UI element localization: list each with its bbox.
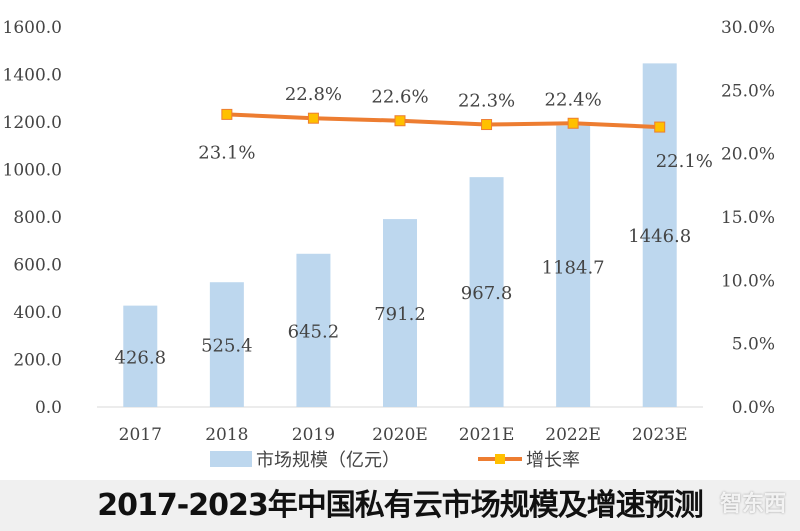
x-axis-tick: 2021E (459, 425, 515, 445)
left-axis-tick: 800.0 (13, 208, 62, 228)
legend-bar-label: 市场规模（亿元） (256, 450, 400, 471)
left-axis-tick: 200.0 (13, 351, 62, 371)
right-axis-tick: 20.0% (721, 145, 775, 165)
bar-data-label: 525.4 (201, 336, 253, 357)
bar (642, 63, 677, 407)
growth-data-label: 22.3% (458, 91, 515, 112)
bar-data-label: 1184.7 (542, 257, 605, 278)
left-axis-tick: 1000.0 (3, 161, 62, 181)
bar (556, 125, 591, 407)
x-axis-tick: 2020E (372, 425, 428, 445)
growth-marker (221, 108, 233, 120)
bar (296, 253, 331, 407)
left-axis-tick: 400.0 (13, 303, 62, 323)
bar-data-label: 967.8 (461, 283, 513, 304)
right-axis-tick: 5.0% (732, 335, 775, 355)
bar-data-label: 426.8 (115, 347, 167, 368)
left-axis-tick: 1400.0 (3, 66, 62, 86)
x-axis-tick: 2023E (632, 425, 688, 445)
left-axis-tick: 0.0 (35, 398, 62, 418)
bar-data-label: 791.2 (374, 304, 426, 325)
combo-chart: 0.0 200.0 400.0 600.0 800.0 1000.0 1200.0 1400.… (3, 18, 775, 471)
right-axis-tick: 25.0% (721, 81, 775, 101)
growth-marker (567, 117, 579, 129)
bar (469, 177, 504, 407)
legend-line-label: 增长率 (526, 450, 580, 471)
legend-bar-swatch (210, 451, 252, 467)
right-axis-tick: 0.0% (732, 398, 775, 418)
bar (123, 305, 158, 407)
growth-marker (481, 119, 493, 131)
growth-data-label: 22.4% (545, 89, 602, 110)
right-axis-tick: 15.0% (721, 208, 775, 228)
legend-line-marker (495, 454, 505, 464)
right-axis-tick: 30.0% (721, 18, 775, 38)
left-axis-tick: 1600.0 (3, 18, 62, 38)
growth-marker (307, 112, 319, 124)
growth-data-label: 22.6% (371, 87, 428, 108)
x-axis-tick: 2017 (119, 425, 162, 445)
chart-title: 2017-2023年中国私有云市场规模及增速预测 (0, 480, 800, 531)
growth-data-label: 22.8% (285, 84, 342, 105)
growth-marker (654, 121, 666, 133)
x-axis-tick: 2022E (545, 425, 601, 445)
bar-data-label: 1446.8 (628, 226, 691, 247)
growth-data-label: 23.1% (198, 142, 255, 163)
bar-data-label: 645.2 (288, 321, 340, 342)
bar (209, 282, 244, 407)
x-axis-tick: 2018 (205, 425, 248, 445)
x-axis-tick: 2019 (292, 425, 335, 445)
watermark-logo: 智东西 (719, 492, 786, 517)
growth-marker (394, 115, 406, 127)
left-axis-tick: 1200.0 (3, 113, 62, 133)
growth-line (226, 112, 660, 130)
growth-data-label: 22.1% (656, 151, 713, 172)
right-axis-tick: 10.0% (721, 271, 775, 291)
bar (383, 219, 417, 407)
left-axis-tick: 600.0 (13, 256, 62, 276)
